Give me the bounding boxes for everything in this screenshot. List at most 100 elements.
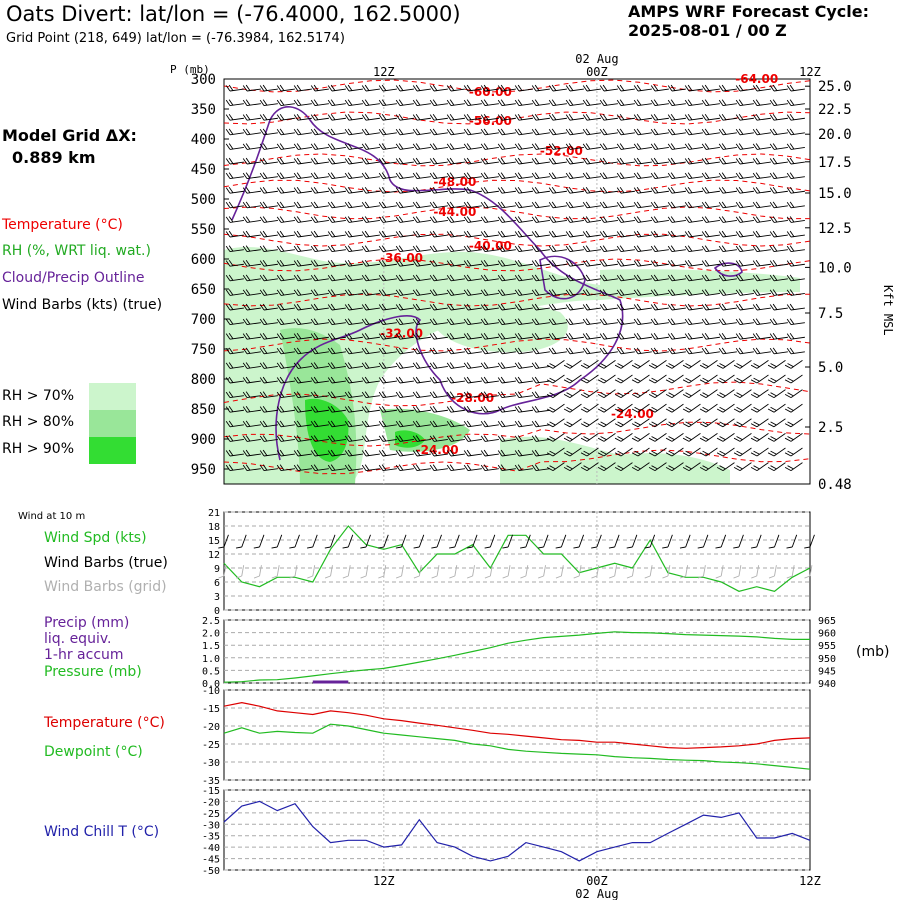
wind-barb-flag (633, 187, 639, 194)
wind-barb-flag (293, 114, 299, 121)
wind-barb-flag (483, 143, 489, 150)
wind-barb-flag (381, 289, 387, 296)
wind-barb-staff (484, 205, 499, 209)
wind-barb-flag (767, 379, 775, 384)
page-title: Oats Divert: lat/lon = (-76.4000, 162.50… (6, 2, 461, 26)
wind-barb-flag (279, 391, 285, 398)
wind-barb-staff (399, 234, 414, 238)
wind-barb (701, 230, 720, 238)
wind-barb-staff (790, 249, 805, 253)
windchill-tick-label: -20 (202, 797, 220, 808)
wind-barb-staff (399, 161, 414, 165)
wind-barb-grid-staff (809, 565, 813, 577)
wind-barb-staff (229, 468, 244, 472)
wind-barb (344, 187, 363, 194)
wind-barb-staff (433, 249, 448, 253)
wind-barb (531, 376, 550, 384)
wind-barb-flag (327, 348, 333, 355)
wind-barb-staff (535, 249, 550, 253)
wind-barb (735, 114, 754, 121)
wind-barb-10m-flag (679, 546, 686, 549)
wind-barb-grid (715, 565, 724, 579)
wind-barb (497, 376, 516, 384)
wind-barb-flag (398, 157, 404, 164)
wind-barb-flag (684, 216, 690, 223)
wind-barb-staff (382, 249, 397, 253)
wind-barb-flag (398, 216, 404, 223)
wind-barb-staff (637, 205, 652, 209)
wind-barb-flag (565, 245, 571, 252)
wind-barb-flag (699, 423, 707, 428)
wind-barb-flag (699, 394, 707, 398)
wind-barb-flag (551, 245, 557, 252)
wind-barb-flag (616, 260, 622, 267)
wind-barb-grid-flag (768, 575, 775, 579)
wind-barb-staff (705, 220, 720, 223)
wind-barb (344, 449, 363, 457)
wind-barb-staff (484, 322, 499, 326)
wind-barb-flag (718, 318, 724, 325)
wind-barb-flag (667, 202, 673, 209)
wind-barb-flag (398, 187, 404, 194)
wind-barb-staff (773, 263, 788, 267)
wind-barb-staff (756, 293, 771, 296)
wind-barb-flag (599, 245, 605, 252)
wind-barb-staff (280, 453, 295, 457)
wind-barb-staff (450, 453, 465, 457)
wind-barb (682, 447, 701, 457)
wind-barb (718, 216, 737, 223)
wind-barb-staff (331, 293, 346, 296)
wind-barb-staff (790, 307, 805, 311)
wind-barb-flag (398, 143, 404, 150)
wind-barb (786, 274, 805, 282)
wind-barb-staff (433, 117, 448, 121)
cloud-outline-inner (539, 255, 586, 300)
wind-barb (565, 99, 584, 107)
wind-barb-flag (449, 303, 455, 310)
wind-barb (259, 435, 278, 442)
wind-barb-flag (483, 391, 489, 398)
wind-barb (480, 172, 499, 180)
wind-barb-flag (636, 201, 642, 208)
wind-barb-flag (769, 114, 775, 121)
wind-barb-staff (348, 468, 363, 472)
wind-barb (225, 128, 244, 136)
wind-barb-staff (433, 263, 448, 267)
wind-barb-flag (701, 260, 707, 267)
wind-barb (786, 157, 805, 165)
wind-barb-staff (331, 366, 346, 369)
wind-barb-10m-staff (276, 534, 283, 548)
wind-barb-grid-staff (401, 565, 404, 577)
wind-barb-flag (784, 379, 792, 384)
wind-barb (582, 216, 601, 223)
wind-barb-flag (415, 391, 421, 398)
wind-barb (599, 157, 618, 165)
wind-barb-flag (687, 114, 693, 121)
wind-barb-flag (770, 450, 777, 455)
wind-barb-staff (450, 103, 465, 107)
wind-barb (344, 318, 363, 326)
wind-barb (514, 420, 533, 428)
wind-barb-flag (500, 157, 506, 164)
wind-barb (480, 406, 499, 413)
wind-barb-staff (620, 147, 635, 150)
wind-barb-grid-flag (520, 575, 527, 579)
wind-barb (767, 433, 786, 442)
wind-barb-staff (637, 374, 650, 384)
wind-barb-flag (718, 187, 724, 194)
wind-barb-flag (330, 84, 336, 91)
wind-barb-flag (735, 333, 741, 340)
wind-barb-flag (718, 129, 724, 136)
wind-barb-staff (450, 468, 465, 472)
wind-barb-staff (603, 462, 616, 471)
wind-barb-staff (399, 322, 414, 326)
wind-barb-staff (773, 88, 788, 92)
wind-barb-staff (314, 103, 329, 107)
wind-barb (446, 260, 465, 267)
wind-barb-flag (667, 85, 673, 92)
wind-barb-flag (531, 406, 537, 413)
wind-barb-grid-staff (507, 565, 511, 577)
wind-barb (293, 99, 312, 107)
wind-barb-staff (450, 161, 465, 165)
wind-barb-flag (259, 187, 265, 194)
